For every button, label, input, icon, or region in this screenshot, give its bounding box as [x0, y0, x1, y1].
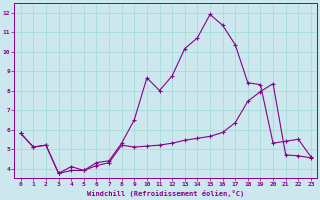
X-axis label: Windchill (Refroidissement éolien,°C): Windchill (Refroidissement éolien,°C): [87, 190, 244, 197]
